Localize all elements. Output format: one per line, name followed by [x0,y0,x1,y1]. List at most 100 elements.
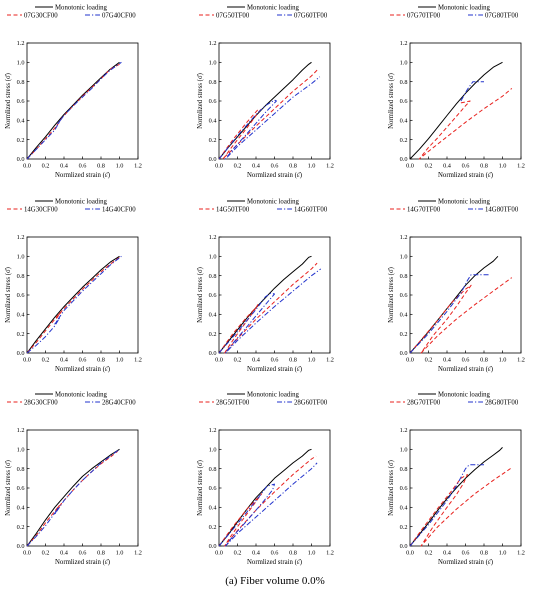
y-tick-label: 0.6 [400,292,408,299]
x-tick-label: 0.6 [271,163,279,170]
series-line-07g70tf00 [418,88,513,160]
y-tick-label: 1.0 [209,60,217,67]
legend-label: Monotonic loading [438,391,491,398]
x-tick-label: 0.2 [42,550,50,557]
subplot-4: 0.0 0.2 0.4 0.6 0.8 1.0 1.2 0.0 0.2 0.4 0.6 0.8 1.0 1… [5,198,142,373]
series-line-07g60tf00 [218,76,321,160]
series-line-07g30cf00 [26,63,120,160]
y-tick-label: 0.0 [400,350,408,357]
y-tick-label: 0.4 [17,118,26,125]
x-tick-label: 0.4 [443,357,452,364]
y-tick-label: 0.8 [400,79,408,86]
y-tick-label: 0.0 [209,350,217,357]
x-axis-label: Normlized strain (ε̄) [438,172,493,179]
x-tick-label: 1.0 [116,550,124,557]
y-axis-label: Normlized stress (σ̄) [197,73,204,129]
y-tick-label: 1.2 [17,40,25,47]
y-tick-label: 0.2 [209,137,217,144]
legend-label: Monotonic loading [438,198,491,205]
y-tick-label: 0.4 [209,312,218,319]
legend-label: 07G60TF00 [294,12,328,19]
x-tick-label: 0.8 [97,163,105,170]
y-tick-label: 1.0 [17,447,25,454]
x-tick-label: 0.2 [234,163,242,170]
y-tick-label: 0.0 [17,543,25,550]
x-tick-label: 0.4 [443,163,452,170]
series-line-28g50tf00 [218,455,317,547]
x-tick-label: 1.2 [134,163,142,170]
y-tick-label: 0.2 [400,524,408,531]
y-tick-label: 0.6 [209,98,217,105]
x-tick-label: 1.0 [308,550,316,557]
y-tick-label: 1.2 [17,234,25,241]
series-line-monotonic-loading [218,255,312,354]
y-axis-label: Normlized stress (σ̄) [388,460,395,516]
x-tick-label: 1.2 [326,163,334,170]
y-tick-label: 0.6 [17,485,25,492]
legend-label: 28G70TF00 [407,399,441,406]
y-tick-label: 0.8 [400,466,408,473]
x-axis-label: Normlized strain (ε̄) [55,559,110,566]
x-tick-label: 0.6 [79,357,87,364]
y-axis-label: Normlized stress (σ̄) [5,267,12,323]
x-axis-label: Normlized strain (ε̄) [438,366,493,373]
plot-frame [26,236,139,354]
subplot-9: 0.0 0.2 0.4 0.6 0.8 1.0 1.2 0.0 0.2 0.4 0.6 0.8 1.0 1… [388,391,525,566]
y-axis-label: Normlized stress (σ̄) [388,73,395,129]
x-tick-label: 1.2 [517,357,525,364]
y-tick-label: 0.6 [209,292,217,299]
x-tick-label: 0.2 [42,357,50,364]
series-line-14g50tf00 [218,262,318,354]
x-tick-label: 0.0 [23,163,31,170]
y-tick-label: 1.2 [400,40,408,47]
x-tick-label: 1.0 [499,357,507,364]
x-tick-label: 0.6 [271,357,279,364]
y-tick-label: 0.8 [400,273,408,280]
x-tick-label: 0.2 [425,163,433,170]
x-tick-label: 0.2 [234,550,242,557]
y-tick-label: 0.4 [209,505,218,512]
legend-label: 14G80TF00 [485,206,519,213]
legend-label: 14G60TF00 [294,206,328,213]
x-tick-label: 0.6 [462,163,470,170]
y-tick-label: 1.2 [209,427,217,434]
y-tick-label: 0.8 [17,273,25,280]
series-line-28g70tf00 [409,467,513,547]
y-axis-label: Normlized stress (σ̄) [197,460,204,516]
subplot-1: 0.0 0.2 0.4 0.6 0.8 1.0 1.2 0.0 0.2 0.4 0.6 0.8 1.0 1… [5,4,142,179]
y-tick-label: 0.0 [17,156,25,163]
x-tick-label: 1.0 [499,550,507,557]
x-tick-label: 0.6 [79,550,87,557]
y-tick-label: 1.0 [400,447,408,454]
y-tick-label: 0.6 [17,292,25,299]
series-line-28g40cf00 [26,448,120,547]
y-tick-label: 0.8 [209,466,217,473]
x-tick-label: 0.2 [425,357,433,364]
x-axis-label: Normlized strain (ε̄) [247,366,302,373]
x-tick-label: 0.8 [480,550,488,557]
x-tick-label: 0.4 [252,357,261,364]
legend-label: 07G80TF00 [485,12,519,19]
y-tick-label: 0.8 [209,273,217,280]
y-tick-label: 0.2 [400,331,408,338]
series-line-monotonic-loading [218,61,312,160]
x-tick-label: 0.0 [406,163,414,170]
x-tick-label: 1.2 [134,550,142,557]
x-tick-label: 1.2 [517,550,525,557]
legend-label: 07G40CF00 [102,12,136,19]
series-line-07g50tf00 [218,69,318,160]
x-tick-label: 1.0 [116,163,124,170]
series-line-14g30cf00 [26,256,120,354]
subplot-2: 0.0 0.2 0.4 0.6 0.8 1.0 1.2 0.0 0.2 0.4 0.6 0.8 1.0 1… [197,4,334,179]
y-tick-label: 0.6 [17,98,25,105]
x-axis-label: Normlized strain (ε̄) [55,172,110,179]
x-tick-label: 0.2 [234,357,242,364]
x-tick-label: 0.4 [443,550,452,557]
series-line-28g80tf00 [409,464,484,547]
legend-label: 07G70TF00 [407,12,441,19]
x-tick-label: 0.8 [480,357,488,364]
series-line-monotonic-loading [409,61,503,160]
y-axis-label: Normlized stress (σ̄) [5,73,12,129]
x-tick-label: 1.2 [134,357,142,364]
